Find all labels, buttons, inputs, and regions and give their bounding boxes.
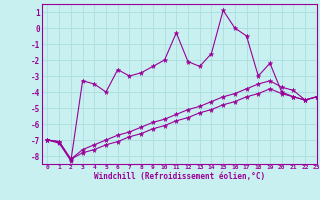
X-axis label: Windchill (Refroidissement éolien,°C): Windchill (Refroidissement éolien,°C) bbox=[94, 172, 265, 181]
